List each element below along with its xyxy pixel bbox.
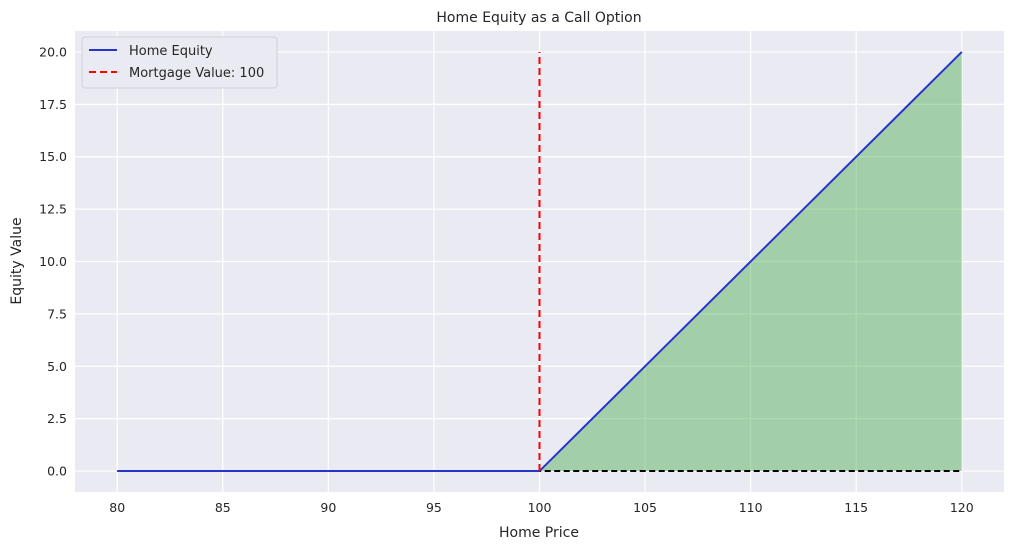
x-axis-label: Home Price [499,525,579,541]
x-tick-label: 115 [844,500,868,515]
y-tick-label: 20.0 [39,44,67,59]
x-tick-label: 80 [109,500,125,515]
y-tick-label: 15.0 [39,149,67,164]
x-tick-label: 105 [633,500,657,515]
legend-label-mortgage: Mortgage Value: 100 [129,66,264,81]
y-tick-label: 17.5 [39,97,67,112]
x-tick-label: 85 [215,500,231,515]
y-axis-label: Equity Value [9,217,25,304]
y-tick-label: 7.5 [47,306,67,321]
x-tick-label: 120 [950,500,974,515]
y-tick-label: 2.5 [47,411,67,426]
y-tick-label: 12.5 [39,202,67,217]
x-axis-ticks: 80 85 90 95 100 105 110 115 120 [109,500,973,515]
chart-title: Home Equity as a Call Option [436,10,641,26]
x-tick-label: 100 [528,500,552,515]
y-tick-label: 0.0 [47,464,67,479]
x-tick-label: 95 [426,500,442,515]
legend: Home Equity Mortgage Value: 100 [81,36,278,89]
y-axis-ticks: 0.0 2.5 5.0 7.5 10.0 12.5 15.0 17.5 20.0 [39,44,67,478]
y-tick-label: 10.0 [39,254,67,269]
x-tick-label: 90 [320,500,336,515]
legend-box [81,36,278,89]
legend-label-home-equity: Home Equity [129,44,213,59]
y-tick-label: 5.0 [47,359,67,374]
x-tick-label: 110 [739,500,763,515]
